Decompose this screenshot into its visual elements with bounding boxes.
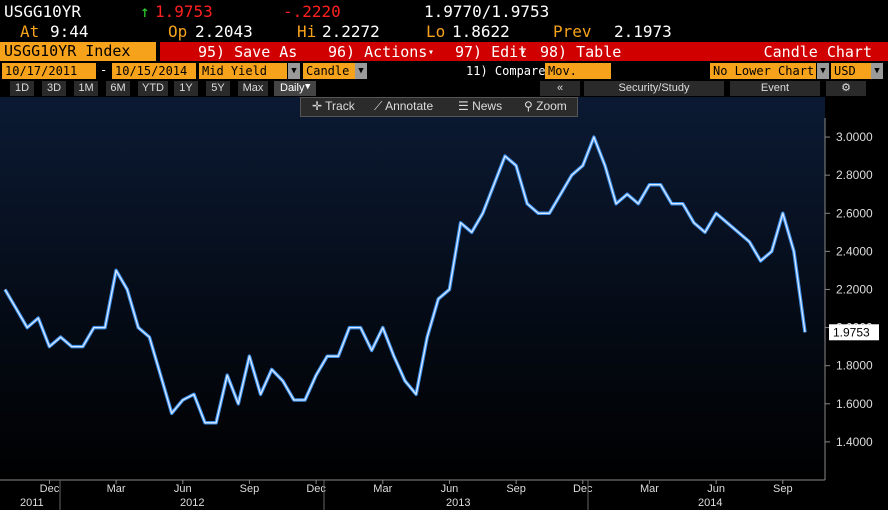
- range-button[interactable]: 1Y: [174, 81, 198, 96]
- year-label: 2013: [446, 497, 470, 509]
- field[interactable]: Mid Yield: [199, 63, 287, 79]
- y-tick-label: 2.4000: [836, 244, 873, 258]
- security[interactable]: USGG10YR Index: [0, 42, 156, 61]
- stat-value: 2.2272: [322, 22, 380, 41]
- x-tick-label: Jun: [707, 483, 725, 495]
- range-button[interactable]: 1M: [74, 81, 98, 96]
- stat-value: 2.2043: [195, 22, 253, 41]
- range-button[interactable]: 1D: [10, 81, 34, 96]
- link[interactable]: Event: [730, 81, 820, 96]
- y-tick-label: 3.0000: [836, 130, 873, 144]
- x-tick-label: Mar: [373, 483, 392, 495]
- change: -.2220: [283, 2, 341, 21]
- range-button[interactable]: YTD: [138, 81, 168, 96]
- range-button[interactable]: 5Y: [206, 81, 230, 96]
- stat-label: At: [20, 22, 40, 41]
- toolbar: [300, 97, 578, 117]
- plot-area: [0, 97, 825, 480]
- tool[interactable]: ☰ News: [458, 99, 503, 113]
- dropdown[interactable]: ▼: [355, 63, 367, 79]
- dropdown[interactable]: ▼: [817, 63, 829, 79]
- end-date[interactable]: 10/15/2014: [112, 63, 196, 79]
- link[interactable]: Security/Study: [584, 81, 724, 96]
- stat-label: Lo: [426, 22, 446, 41]
- year-label: 2014: [698, 497, 722, 509]
- x-tick-label: Mar: [640, 483, 659, 495]
- y-tick-label: 2.2000: [836, 282, 873, 296]
- x-tick-label: Sep: [506, 483, 526, 495]
- menu-item[interactable]: 95) Save As: [198, 43, 298, 61]
- series-line: [4, 136, 806, 424]
- bid-ask: 1.9770/1.9753: [424, 2, 550, 21]
- last-price-box: [829, 324, 879, 341]
- tool[interactable]: ⚲ Zoom: [524, 99, 567, 113]
- stat-label: Prev: [553, 22, 592, 41]
- lower-chart[interactable]: No Lower Chart: [710, 63, 816, 79]
- dropdown[interactable]: ▼: [871, 63, 883, 79]
- y-tick-label: 1.8000: [836, 359, 873, 373]
- year-label: 2011: [20, 497, 44, 509]
- last-price: 1.9753: [833, 325, 870, 339]
- chart-kind: Candle Chart: [763, 43, 872, 61]
- caret: ▼: [305, 82, 311, 92]
- settings[interactable]: ⚙: [826, 81, 866, 96]
- tool-label[interactable]: Track: [325, 99, 355, 113]
- dash: -: [100, 63, 108, 77]
- compare[interactable]: 11) Compare: [466, 64, 546, 78]
- x-tick-label: Dec: [306, 483, 326, 495]
- range-button[interactable]: 6M: [106, 81, 130, 96]
- last: 1.9753: [155, 2, 213, 21]
- tool-label[interactable]: News: [472, 99, 503, 113]
- x-tick-label: Sep: [240, 483, 260, 495]
- dropdown[interactable]: ▼: [288, 63, 300, 79]
- collapse[interactable]: «: [540, 81, 580, 96]
- caret: ▾: [520, 47, 527, 58]
- year-label: 2012: [180, 497, 204, 509]
- tool[interactable]: ✛ Track: [312, 99, 355, 113]
- start-date[interactable]: 10/17/2011: [2, 63, 96, 79]
- stat-value: 9:44: [50, 22, 89, 41]
- range-button[interactable]: 3D: [42, 81, 66, 96]
- style[interactable]: Candle: [303, 63, 355, 79]
- range-button[interactable]: Max: [238, 81, 268, 96]
- menu-bar: [160, 42, 888, 61]
- y-tick-label: 2.6000: [836, 206, 873, 220]
- stat-label: Op: [168, 22, 188, 41]
- x-tick-label: Jun: [441, 483, 459, 495]
- arrow: ↑: [140, 2, 150, 21]
- x-tick-label: Dec: [40, 483, 60, 495]
- menu-item[interactable]: 98) Table: [540, 43, 622, 61]
- menu-item[interactable]: 97) Edit: [455, 43, 528, 61]
- y-tick-label: 1.6000: [836, 397, 873, 411]
- tool-label[interactable]: Annotate: [385, 99, 434, 113]
- x-tick-label: Jun: [174, 483, 192, 495]
- period[interactable]: Daily: [274, 81, 316, 96]
- ticker: USGG10YR: [4, 2, 82, 21]
- stat-label: Hi: [297, 22, 317, 41]
- currency[interactable]: USD: [831, 63, 871, 79]
- x-tick-label: Sep: [773, 483, 793, 495]
- stat-value: 1.8622: [452, 22, 510, 41]
- tool[interactable]: ⟋ Annotate: [374, 99, 434, 113]
- caret: ▾: [428, 47, 435, 58]
- y-tick-label: 2.8000: [836, 168, 873, 182]
- x-tick-label: Mar: [107, 483, 126, 495]
- overlay[interactable]: Mov. Avgs: [545, 63, 611, 94]
- stat-value: 2.1973: [614, 22, 672, 41]
- x-tick-label: Dec: [573, 483, 593, 495]
- y-tick-label: 1.4000: [836, 435, 873, 449]
- axis-band: [825, 97, 888, 510]
- tool-label[interactable]: Zoom: [536, 99, 567, 113]
- menu-item[interactable]: 96) Actions: [328, 43, 428, 61]
